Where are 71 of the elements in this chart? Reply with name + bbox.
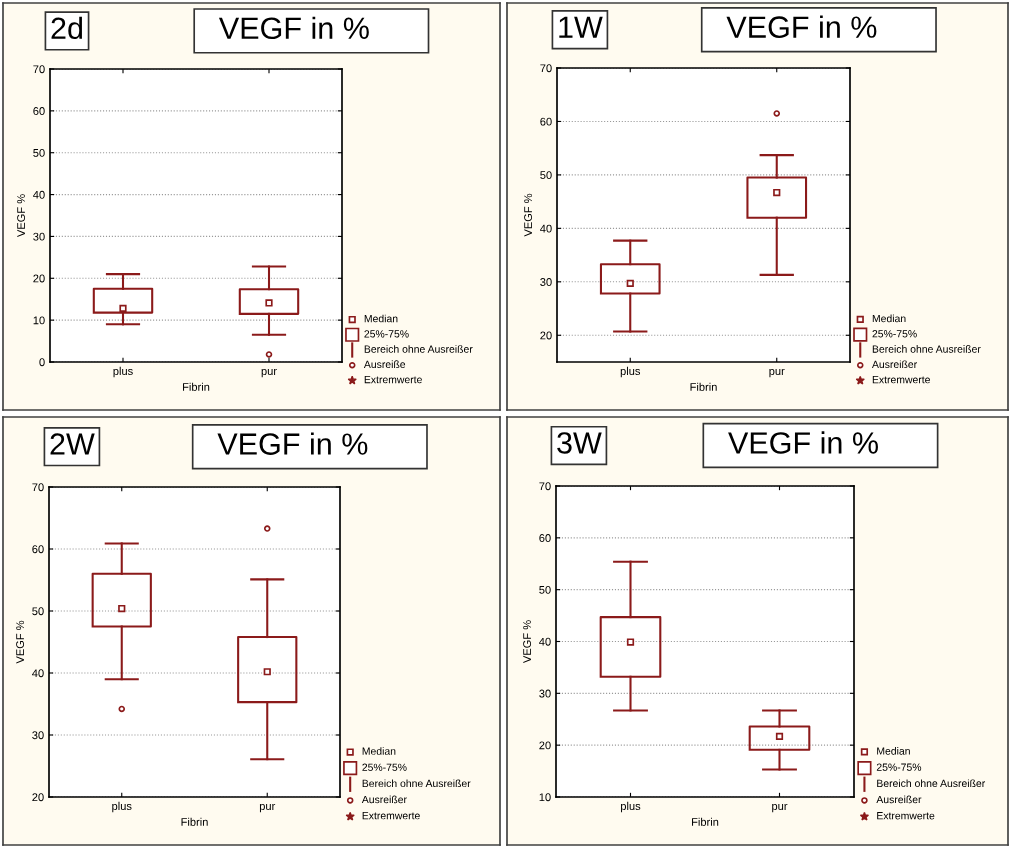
y-tick-label: 30 — [32, 731, 44, 740]
y-tick-label: 70 — [540, 64, 552, 73]
x-tick-label: pur — [769, 368, 785, 378]
text: Median — [877, 747, 910, 755]
text: Median — [362, 747, 396, 755]
y-tick-label: 50 — [33, 148, 45, 157]
chart-title: 2d — [51, 16, 83, 40]
x-axis-title: Fibrin — [183, 382, 210, 391]
x-tick-label: plus — [112, 801, 132, 813]
y-tick-label: 0 — [39, 358, 45, 367]
text: 25%-75% — [364, 330, 409, 338]
text: Ausreißer — [876, 795, 922, 804]
y-axis-title: VEGF % — [524, 193, 533, 237]
y-tick-label: 60 — [33, 107, 45, 115]
text: Bereich ohne Ausreißer — [362, 779, 471, 788]
text: 25%-75% — [876, 763, 922, 771]
y-tick-label: 10 — [539, 793, 551, 802]
text: Ausreißer — [361, 795, 407, 804]
y-tick-label: 40 — [32, 669, 44, 678]
y-tick-label: 60 — [32, 545, 44, 554]
x-axis-title: Fibrin — [690, 382, 717, 391]
y-tick-label: 30 — [539, 689, 551, 698]
x-axis-title: Fibrin — [692, 817, 719, 826]
text: 25%-75% — [872, 330, 917, 338]
x-tick-label: plus — [621, 801, 641, 813]
y-tick-label: 50 — [539, 585, 551, 594]
x-axis-title: Fibrin — [181, 817, 208, 826]
x-tick-label: pur — [772, 803, 788, 813]
y-tick-label: 20 — [540, 331, 552, 340]
y-tick-label: 30 — [33, 232, 45, 241]
text: Ausreiße — [363, 360, 406, 369]
chart-subtitle: VEGF in % — [218, 16, 369, 40]
y-tick-label: 60 — [540, 117, 552, 126]
text: Bereich ohne Ausreißer — [364, 345, 473, 353]
x-tick-label: pur — [259, 803, 276, 813]
y-tick-label: 70 — [33, 65, 45, 74]
x-tick-label: pur — [261, 368, 277, 378]
text: Median — [872, 314, 906, 323]
text: Extremwerte — [877, 812, 935, 820]
chart-subtitle: VEGF in % — [217, 432, 368, 455]
y-tick-label: 50 — [32, 607, 44, 616]
text: Extremwerte — [362, 812, 420, 820]
y-tick-label: 20 — [539, 741, 551, 750]
y-axis-title: VEGF % — [523, 620, 532, 664]
y-tick-label: 10 — [33, 316, 45, 325]
y-tick-label: 70 — [32, 483, 44, 492]
y-tick-label: 70 — [539, 482, 551, 491]
chart-subtitle: VEGF in % — [726, 15, 877, 38]
y-axis-title: VEGF % — [17, 194, 26, 238]
y-tick-label: 20 — [33, 274, 45, 283]
y-tick-label: 20 — [32, 793, 44, 802]
text: Bereich ohne Ausreißer — [872, 345, 981, 353]
text: Extremwerte — [872, 376, 930, 384]
y-tick-label: 40 — [33, 190, 45, 199]
x-tick-label: plus — [113, 366, 133, 378]
y-tick-label: 40 — [540, 224, 552, 233]
text: Bereich ohne Ausreißer — [877, 779, 986, 788]
y-tick-label: 30 — [540, 278, 552, 286]
y-tick-label: 40 — [539, 637, 551, 646]
y-tick-label: 60 — [539, 534, 551, 542]
chart-title: 3W — [557, 432, 602, 454]
y-axis-title: VEGF % — [16, 620, 25, 664]
chart-title: 2W — [50, 433, 95, 455]
text: 25%-75% — [362, 763, 407, 771]
text: Median — [364, 314, 398, 323]
chart-subtitle: VEGF in % — [728, 431, 878, 454]
text: Ausreißer — [872, 360, 917, 369]
x-tick-label: plus — [620, 366, 641, 378]
chart-title: 1W — [559, 16, 603, 38]
text: Extremwerte — [364, 375, 422, 384]
y-tick-label: 50 — [540, 171, 552, 180]
